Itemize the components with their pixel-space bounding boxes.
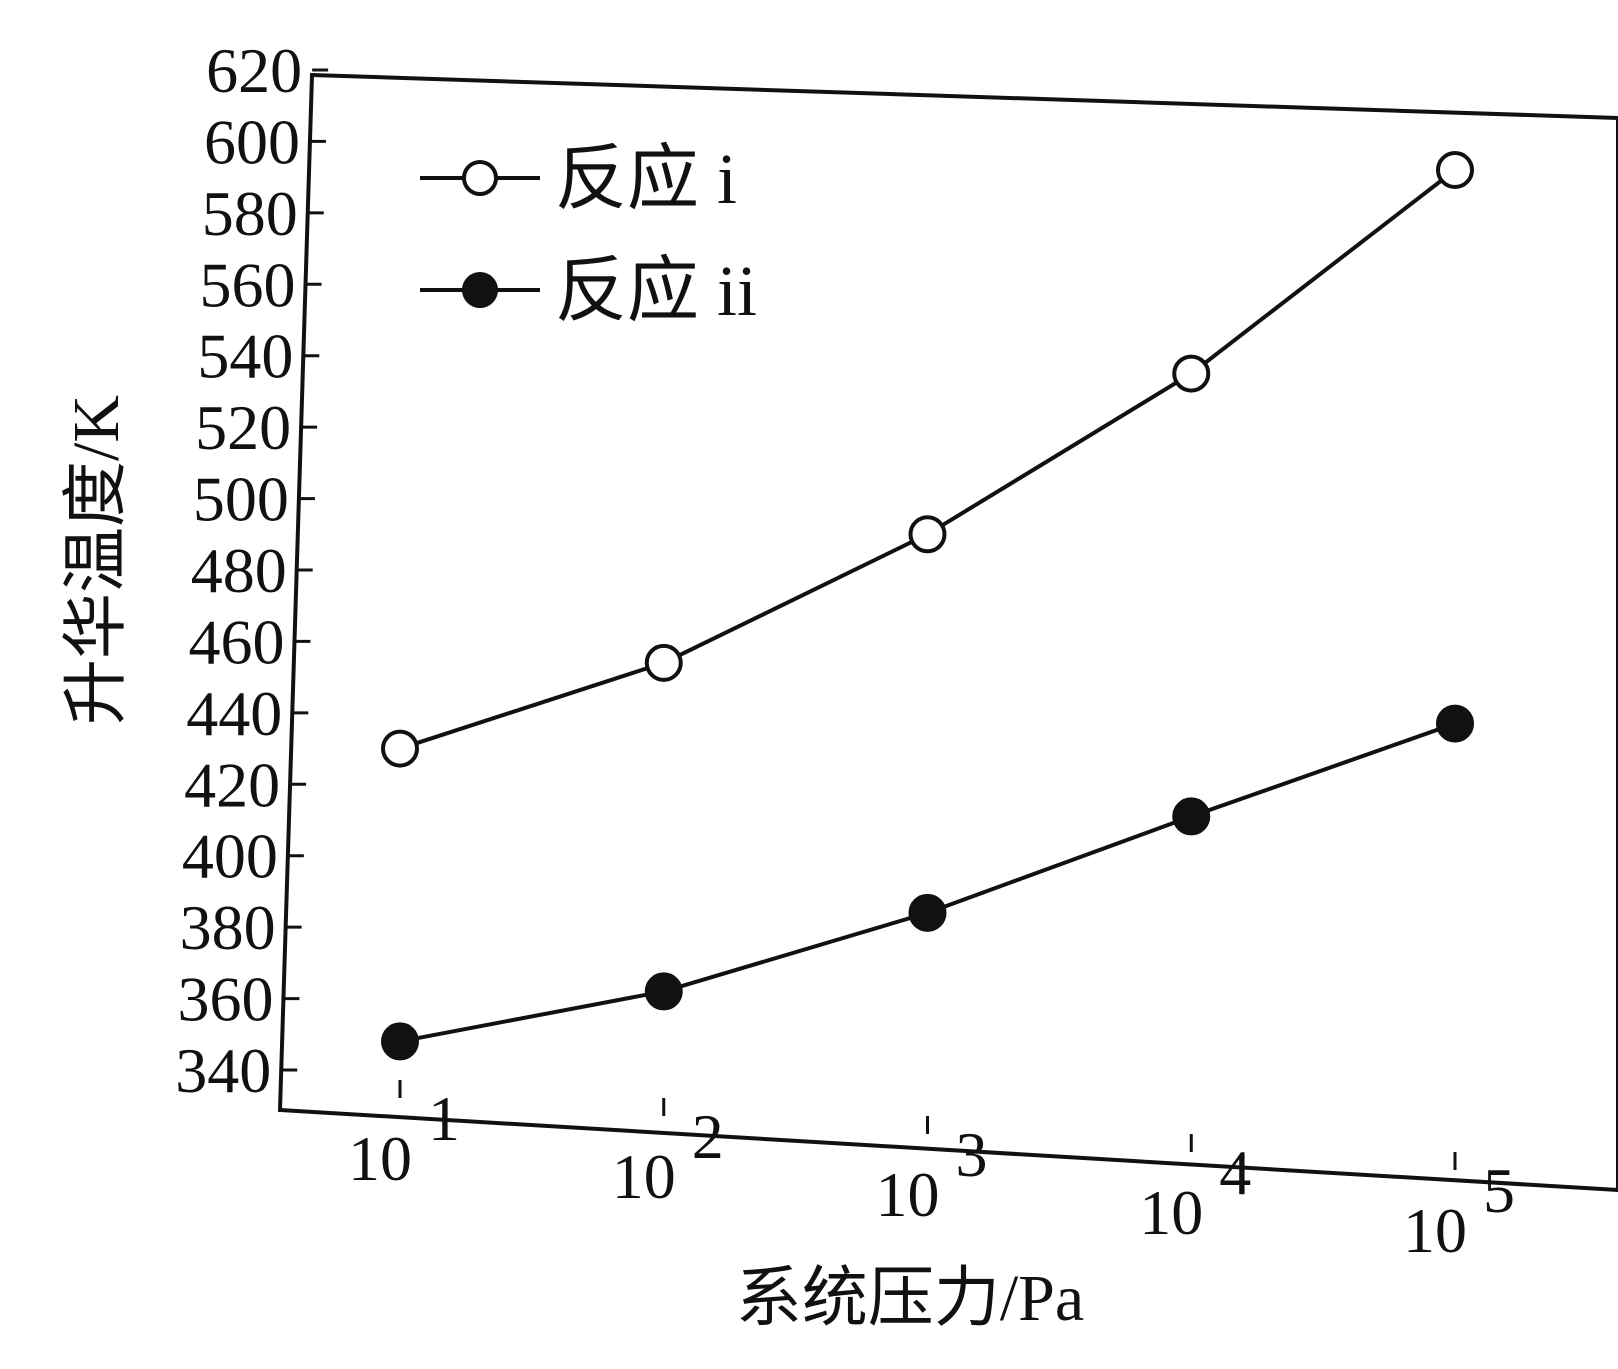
y-tick-label: 420 (184, 749, 280, 820)
x-tick-exponent: 4 (1219, 1137, 1251, 1208)
data-point-series-2 (908, 893, 947, 932)
y-tick-label: 600 (204, 106, 300, 177)
data-point-series-1 (1172, 354, 1211, 393)
data-point-series-1 (1436, 151, 1474, 189)
x-tick-exponent: 1 (428, 1083, 460, 1154)
y-tick-label: 380 (180, 892, 276, 963)
x-tick-label: 10 (1139, 1177, 1203, 1248)
y-axis-title: 升华温度/K (60, 395, 133, 725)
x-tick-exponent: 5 (1483, 1155, 1515, 1226)
plot-frame (277, 72, 1618, 1193)
y-tick-label: 560 (200, 249, 296, 320)
data-point-series-1 (644, 643, 683, 682)
x-tick-label: 10 (348, 1123, 412, 1194)
x-axis-title: 系统压力/Pa (736, 1262, 1084, 1335)
data-point-series-2 (644, 972, 683, 1011)
x-tick-label: 10 (612, 1141, 676, 1212)
x-tick-exponent: 3 (956, 1119, 988, 1190)
y-tick-label: 460 (188, 606, 284, 677)
y-tick-label: 620 (206, 35, 302, 106)
y-tick-label: 440 (186, 678, 282, 749)
legend-marker-2 (462, 272, 498, 308)
y-tick-label: 540 (197, 321, 293, 392)
y-axis: 3403603804004204404604805005205405605806… (175, 35, 329, 1106)
y-tick-label: 340 (175, 1035, 271, 1106)
x-tick-label: 10 (876, 1159, 940, 1230)
y-tick-label: 520 (195, 392, 291, 463)
data-point-series-1 (908, 515, 947, 554)
y-tick-label: 360 (177, 964, 273, 1035)
legend-label-2: 反应 ii (555, 251, 757, 331)
legend: 反应 i 反应 ii (420, 139, 757, 331)
x-tick-label: 10 (1403, 1195, 1467, 1266)
data-point-series-2 (381, 1022, 419, 1061)
x-tick-exponent: 2 (692, 1101, 724, 1172)
y-tick-label: 580 (202, 178, 298, 249)
legend-marker-1 (462, 160, 498, 196)
y-tick-label: 400 (182, 821, 278, 892)
plot-area (381, 151, 1474, 1061)
y-tick-label: 480 (191, 535, 287, 606)
data-point-series-1 (381, 729, 419, 768)
legend-label-1: 反应 i (555, 139, 737, 219)
series-line-2 (399, 721, 1456, 1044)
y-tick-label: 500 (193, 464, 289, 535)
data-point-series-2 (1172, 797, 1211, 836)
data-point-series-2 (1436, 704, 1474, 743)
